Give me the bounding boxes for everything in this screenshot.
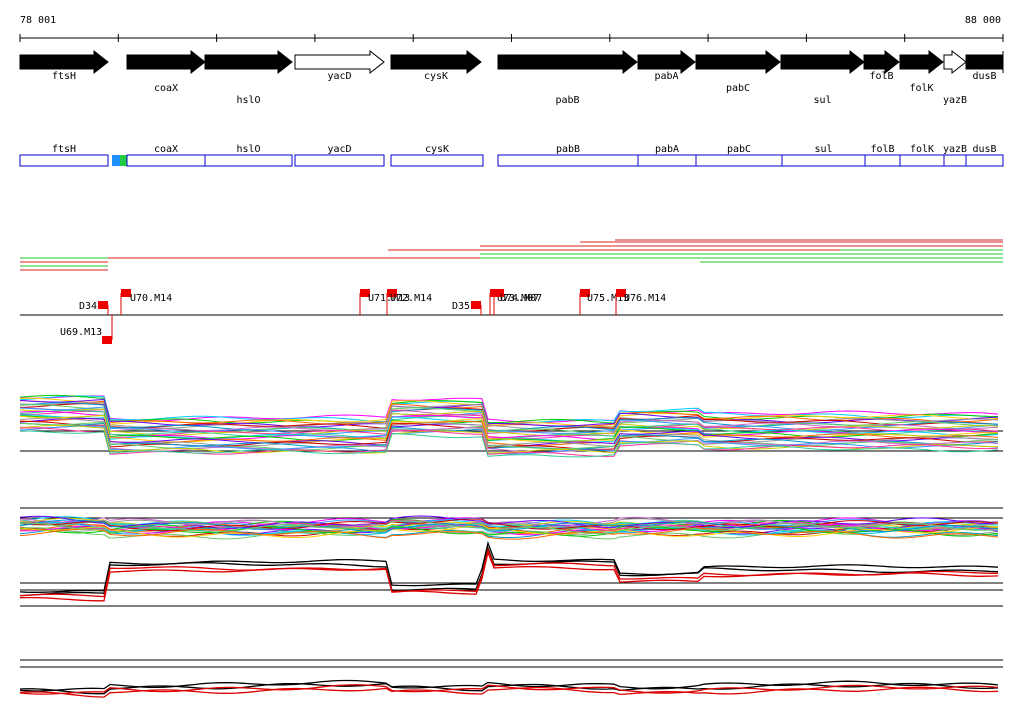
- box-label: hslO: [236, 144, 260, 155]
- signal-line: [19, 425, 999, 455]
- signal-line: [19, 425, 999, 453]
- gene-label: cysK: [424, 71, 448, 82]
- signal-line: [19, 523, 999, 537]
- box-label: pabB: [556, 144, 580, 155]
- box-label: dusB: [972, 144, 996, 155]
- gene-arrow: [695, 49, 781, 75]
- signal-line: [19, 400, 999, 428]
- signal-line: [19, 430, 999, 458]
- gene-label: pabB: [555, 95, 579, 106]
- feature-flag: [580, 289, 590, 297]
- signal-line: [19, 686, 999, 698]
- marker: [112, 155, 120, 166]
- signal-line: [19, 402, 999, 430]
- box-label: yazB: [943, 144, 967, 155]
- gene-arrow: [126, 49, 206, 75]
- signal-line: [19, 545, 999, 597]
- signal-line: [19, 410, 999, 439]
- ruler-end: 88 000: [965, 15, 1001, 26]
- feature-flag: [360, 289, 370, 297]
- feature-flag: [494, 289, 504, 297]
- gene-box: [204, 154, 293, 167]
- feature-label: U71.M13: [368, 293, 410, 304]
- feature-label: U73.M07: [497, 293, 539, 304]
- signal-line: [19, 410, 999, 441]
- feature-label: D35: [452, 301, 470, 312]
- gene-label: folK: [909, 83, 933, 94]
- gene-label: sul: [813, 95, 831, 106]
- feature-label: U74.M07: [500, 293, 542, 304]
- feature-flag: [387, 289, 397, 297]
- box-label: pabA: [655, 144, 679, 155]
- gene-arrow: [863, 49, 900, 75]
- gene-arrow: [19, 49, 109, 75]
- track-lines: [20, 430, 1003, 668]
- feature-label: U69.M13: [60, 327, 102, 338]
- box-label: pabC: [727, 144, 751, 155]
- box-label: ftsH: [52, 144, 76, 155]
- feature-label: U76.M14: [624, 293, 666, 304]
- gene-box: [695, 154, 783, 167]
- signal-line: [20, 518, 999, 532]
- box-label: folK: [910, 144, 934, 155]
- gene-label: yazB: [943, 95, 967, 106]
- gene-box: [497, 154, 639, 167]
- feature-flag: [471, 301, 481, 309]
- box-label: coaX: [154, 144, 178, 155]
- gene-box: [390, 154, 484, 167]
- gene-arrow: [390, 49, 482, 75]
- feature-label: U70.M14: [130, 293, 172, 304]
- gene-label: ftsH: [52, 71, 76, 82]
- gene-label: pabA: [654, 71, 678, 82]
- signal-line: [19, 550, 999, 602]
- gene-arrow: [497, 49, 638, 75]
- gene-box: [781, 154, 866, 167]
- gene-arrow: [780, 49, 865, 75]
- feature-flag: [98, 301, 108, 309]
- gene-box: [637, 154, 697, 167]
- gene-label: hslO: [236, 95, 260, 106]
- gene-arrow: [965, 51, 1004, 73]
- gene-box: [19, 154, 109, 167]
- gene-box: [965, 154, 1004, 167]
- gene-box: [943, 154, 967, 167]
- gene-arrow: [637, 49, 696, 75]
- gene-label: folB: [869, 71, 893, 82]
- feature-label: D34: [79, 301, 97, 312]
- gene-label: dusB: [972, 71, 996, 82]
- signal-line: [20, 519, 999, 533]
- signal-line: [19, 520, 999, 534]
- box-label: cysK: [425, 144, 449, 155]
- gene-box: [899, 154, 945, 167]
- gene-box: [864, 154, 901, 167]
- gene-arrow: [899, 49, 944, 75]
- signal-line: [19, 406, 999, 435]
- feature-label: U75.M13: [587, 293, 629, 304]
- box-label: folB: [870, 144, 894, 155]
- feature-flag: [616, 289, 626, 297]
- gene-label: pabC: [726, 83, 750, 94]
- gene-arrow: [943, 49, 967, 75]
- signal-line: [19, 398, 999, 428]
- gene-box: [294, 154, 385, 167]
- gene-box: [126, 154, 206, 167]
- gene-label: coaX: [154, 83, 178, 94]
- marker: [120, 155, 127, 166]
- signal-line: [19, 527, 999, 540]
- feature-flag: [102, 336, 112, 344]
- box-label: sul: [814, 144, 832, 155]
- box-label: yacD: [327, 144, 351, 155]
- gene-arrow: [294, 49, 385, 75]
- signal-line: [19, 547, 998, 598]
- gene-label: yacD: [327, 71, 351, 82]
- gene-arrow: [204, 49, 293, 75]
- ruler-start: 78 001: [20, 15, 56, 26]
- feature-flag: [121, 289, 131, 297]
- feature-label: U72.M14: [390, 293, 432, 304]
